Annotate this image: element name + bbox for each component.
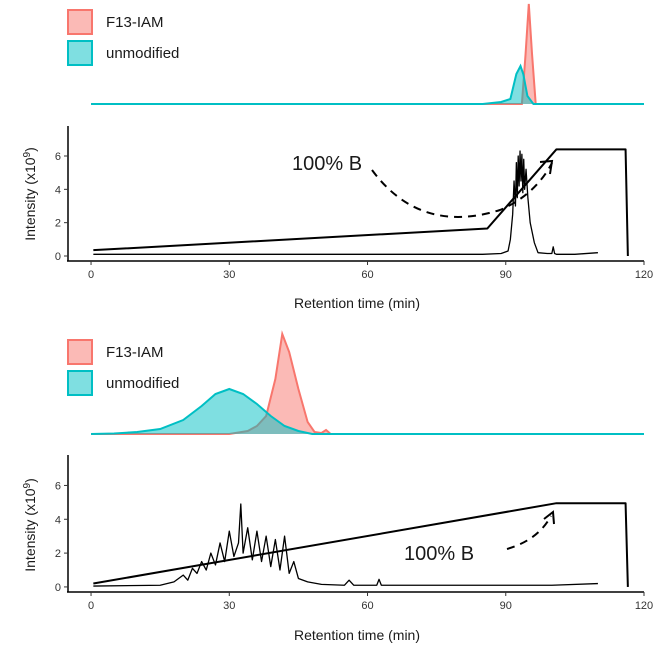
annotation-arrow xyxy=(506,515,552,550)
density-area-unmodified xyxy=(91,63,644,105)
signal-trace xyxy=(93,503,598,587)
y-axis-title: Intensity (x109) xyxy=(22,147,38,241)
x-tick-label: 90 xyxy=(500,600,512,612)
y-tick-label: 4 xyxy=(55,184,61,196)
y-tick-label: 6 xyxy=(55,480,61,492)
annotation-arrow xyxy=(371,162,553,218)
annotation-label: 100% B xyxy=(404,543,474,565)
x-tick-label: 120 xyxy=(635,600,653,612)
y-tick-label: 2 xyxy=(55,548,61,560)
legend-key-unmodified xyxy=(67,40,93,66)
x-tick-label: 0 xyxy=(88,269,94,281)
x-tick-label: 60 xyxy=(361,600,373,612)
annotation-arrowhead xyxy=(539,159,554,175)
legend-label-f13-iam: F13-IAM xyxy=(106,14,164,31)
y-tick-label: 6 xyxy=(55,151,61,163)
legend-key-f13-iam xyxy=(67,339,93,365)
x-tick-label: 30 xyxy=(223,600,235,612)
legend-key-f13-iam xyxy=(67,9,93,35)
x-axis-title: Retention time (min) xyxy=(294,627,420,643)
density-area-unmodified xyxy=(91,387,644,435)
legend-label-unmodified: unmodified xyxy=(106,375,179,392)
annotation-label: 100% B xyxy=(292,153,362,175)
signal-trace xyxy=(93,150,598,255)
legend-label-f13-iam: F13-IAM xyxy=(106,344,164,361)
legend-key-unmodified xyxy=(67,370,93,396)
x-axis-title: Retention time (min) xyxy=(294,295,420,311)
y-tick-label: 2 xyxy=(55,218,61,230)
x-tick-label: 0 xyxy=(88,600,94,612)
legend-label-unmodified: unmodified xyxy=(106,45,179,62)
y-tick-label: 4 xyxy=(55,514,61,526)
panel-c-density: F13-IAM unmodified xyxy=(67,330,644,435)
panel-d-chromatogram: 100% B 0 30 60 90 120 0 2 4 6 Retention time (mi… xyxy=(22,455,653,643)
annotation-arrowhead xyxy=(543,510,555,525)
gradient-line xyxy=(93,502,629,587)
x-tick-label: 90 xyxy=(500,269,512,281)
y-tick-label: 0 xyxy=(55,251,61,263)
x-tick-label: 30 xyxy=(223,269,235,281)
x-tick-label: 120 xyxy=(635,269,653,281)
y-axis-title: Intensity (x109) xyxy=(22,478,38,572)
x-tick-label: 60 xyxy=(361,269,373,281)
gradient-line xyxy=(93,148,629,257)
panel-b-chromatogram: 100% B 0 30 60 90 120 0 2 4 6 Retention time (mi… xyxy=(22,126,653,311)
y-tick-label: 0 xyxy=(55,582,61,594)
panel-a-density: F13-IAM unmodified xyxy=(67,3,644,105)
